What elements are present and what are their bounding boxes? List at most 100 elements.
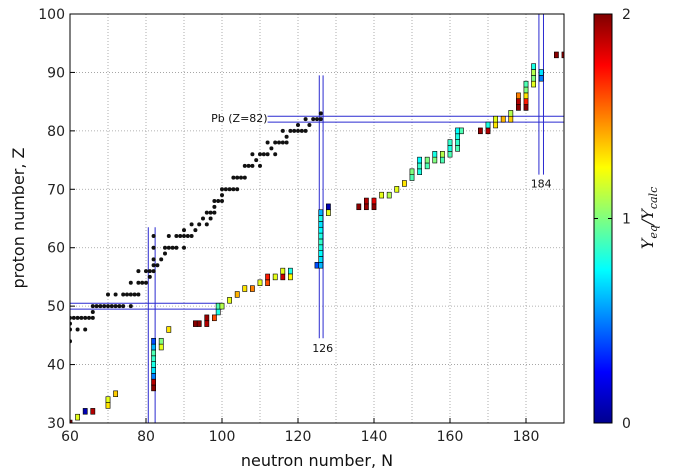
y-tick-label: 90 bbox=[47, 65, 65, 81]
abundance-box bbox=[516, 104, 521, 111]
stable-nucleus-dot bbox=[258, 163, 262, 168]
x-tick-label: 160 bbox=[437, 429, 464, 445]
stable-nucleus-dot bbox=[90, 304, 95, 309]
abundance-box bbox=[318, 250, 324, 257]
abundance-box bbox=[318, 262, 324, 269]
stable-nucleus-dot bbox=[75, 315, 80, 320]
magic-number-guides bbox=[70, 14, 564, 423]
stable-nucleus-dot bbox=[250, 152, 255, 157]
abundance-box bbox=[432, 156, 438, 164]
x-tick-label: 100 bbox=[209, 429, 236, 445]
abundance-box bbox=[424, 156, 430, 164]
axis-ticks: 60 80 100 120 140 160 180 30 40 50 60 70 80 90 100 bbox=[38, 7, 539, 445]
abundance-box bbox=[508, 115, 514, 123]
stable-nucleus-dot bbox=[284, 134, 289, 139]
stable-nucleus-dot bbox=[284, 140, 289, 145]
stable-nucleus-dot bbox=[182, 234, 186, 239]
abundance-box bbox=[82, 408, 88, 415]
y-tick-label: 30 bbox=[47, 416, 65, 432]
stable-nucleus-dot bbox=[147, 269, 152, 274]
stable-nucleus-dot bbox=[193, 228, 198, 233]
abundance-box bbox=[265, 273, 270, 281]
abundance-box bbox=[459, 127, 464, 135]
stable-nucleus-dot bbox=[204, 222, 209, 227]
stable-nucleus-dot bbox=[307, 123, 312, 128]
stable-nucleus-dot bbox=[128, 292, 133, 297]
abundance-box bbox=[485, 121, 491, 129]
stable-nucleus-dot bbox=[296, 123, 300, 128]
stable-nucleus-dot bbox=[128, 280, 133, 285]
stable-nucleus-dot bbox=[242, 175, 247, 180]
stable-nucleus-dot bbox=[220, 193, 224, 198]
stable-nucleus-dot bbox=[102, 304, 107, 309]
abundance-box bbox=[318, 256, 324, 263]
stable-nucleus-dot bbox=[189, 222, 194, 227]
abundance-box bbox=[318, 209, 324, 216]
abundance-box bbox=[493, 115, 498, 123]
stable-nucleus-dot bbox=[235, 187, 240, 192]
y-tick-label: 60 bbox=[47, 241, 65, 257]
abundance-box bbox=[417, 168, 422, 175]
abundance-box bbox=[447, 145, 453, 152]
stable-nucleus-dot bbox=[280, 128, 285, 133]
stable-nucleus-dot bbox=[155, 263, 160, 268]
abundance-box bbox=[417, 156, 422, 164]
stable-nucleus-dot bbox=[299, 128, 304, 133]
stable-nucleus-dot bbox=[296, 128, 300, 133]
colorbar: 0 1 2 Yeq/Ycalc bbox=[593, 7, 660, 432]
abundance-box bbox=[288, 267, 293, 275]
abundance-box bbox=[151, 343, 156, 351]
abundance-box bbox=[280, 267, 286, 275]
stable-nucleus-dot bbox=[250, 163, 255, 168]
annotation-pb: Pb (Z=82) bbox=[211, 112, 267, 125]
abundance-box bbox=[371, 197, 377, 205]
abundance-box bbox=[105, 402, 111, 409]
abundance-box bbox=[265, 279, 270, 286]
abundance-box bbox=[364, 197, 369, 205]
stable-nucleus-dot bbox=[121, 292, 126, 297]
x-tick-label: 60 bbox=[61, 429, 79, 445]
stable-nucleus-dot bbox=[125, 292, 129, 297]
annotation-126: 126 bbox=[312, 342, 333, 355]
abundance-box bbox=[280, 273, 286, 281]
y-axis-title: proton number, Z bbox=[9, 147, 28, 288]
stable-nucleus-dot bbox=[109, 304, 114, 309]
abundance-box bbox=[531, 80, 536, 88]
abundance-box bbox=[318, 221, 324, 228]
abundance-box bbox=[554, 51, 559, 59]
stable-nucleus-dot bbox=[216, 198, 221, 203]
colorbar-tick-label: 1 bbox=[622, 212, 631, 228]
stable-nucleus-dot bbox=[106, 292, 110, 297]
abundance-box bbox=[409, 168, 415, 175]
abundance-box bbox=[151, 384, 156, 392]
abundance-box bbox=[447, 139, 453, 146]
stable-nucleus-dot bbox=[151, 257, 156, 262]
abundance-box bbox=[90, 408, 96, 415]
abundance-box bbox=[516, 98, 521, 105]
stable-nucleus-dot bbox=[147, 274, 152, 279]
abundance-box bbox=[455, 139, 460, 146]
grid-lines bbox=[69, 13, 565, 424]
stable-nucleus-dot bbox=[231, 175, 236, 180]
abundance-box bbox=[440, 156, 445, 164]
stable-nucleus-dot bbox=[90, 309, 95, 314]
stable-nucleus-dot bbox=[292, 128, 297, 133]
stable-nucleus-dot bbox=[258, 152, 262, 157]
stable-nucleus-dot bbox=[166, 245, 171, 250]
stable-nucleus-dot bbox=[75, 327, 80, 332]
stable-nucleus-dot bbox=[174, 234, 179, 239]
stable-nucleus-dot bbox=[83, 327, 88, 332]
abundance-box bbox=[371, 203, 377, 211]
abundance-box bbox=[531, 75, 536, 82]
stable-nucleus-dot bbox=[189, 234, 194, 239]
stable-nucleus-dot bbox=[144, 280, 148, 285]
stable-nucleus-dot bbox=[83, 315, 88, 320]
abundance-box bbox=[250, 285, 255, 292]
abundance-box bbox=[500, 115, 506, 123]
x-tick-label: 120 bbox=[285, 429, 312, 445]
stable-nucleus-dot bbox=[212, 204, 217, 209]
x-tick-label: 180 bbox=[513, 429, 540, 445]
stable-nucleus-dot bbox=[231, 187, 236, 192]
abundance-box bbox=[523, 98, 529, 105]
